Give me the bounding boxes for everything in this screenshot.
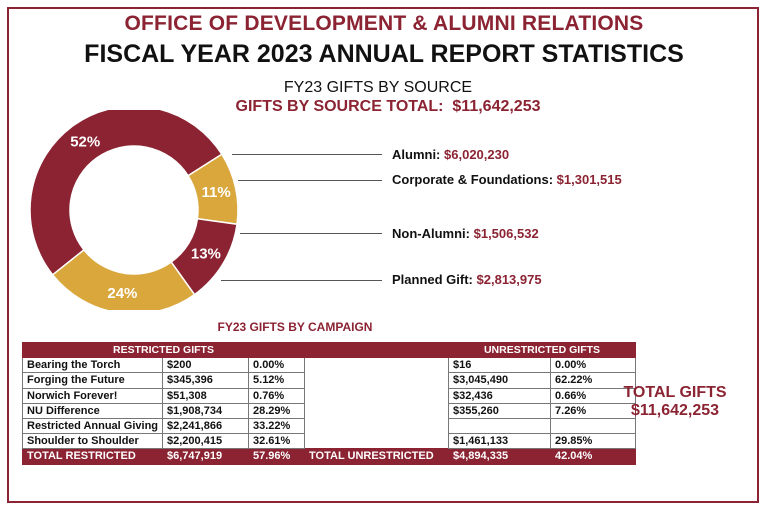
restricted-pct: 0.00% (248, 357, 306, 374)
campaign-name: Forging the Future (21, 372, 164, 389)
donut-chart: 52% 11% 13% 24% (29, 110, 239, 310)
leader-line-planned (221, 280, 382, 281)
table-row: Restricted Annual Giving $2,241,866 33.2… (21, 417, 637, 435)
table-row: Shoulder to Shoulder $2,200,415 32.61% $… (21, 433, 637, 450)
leader-line-corporate (238, 180, 382, 181)
unrestricted-pct: 7.26% (550, 402, 637, 419)
blank-cell (304, 403, 450, 419)
table-header-row: RESTRICTED GIFTS UNRESTRICTED GIFTS (21, 341, 637, 359)
restricted-amount: $1,908,734 (162, 402, 250, 419)
total-restricted-amount: $6,747,919 (162, 448, 250, 465)
slice-percent-label-1: 11% (201, 184, 230, 201)
unrestricted-amount: $32,436 (448, 387, 552, 404)
table-row: Forging the Future $345,396 5.12% $3,045… (21, 372, 637, 389)
campaign-name: NU Difference (21, 402, 164, 419)
total-unrestricted-label: TOTAL UNRESTRICTED (304, 448, 450, 465)
unrestricted-amount: $1,461,133 (448, 433, 552, 450)
table-row: Bearing the Torch $200 0.00% $16 0.00% (21, 357, 637, 374)
gifts-by-source-heading: FY23 GIFTS BY SOURCE (283, 79, 473, 96)
table-row: Norwich Forever! $51,308 0.76% $32,436 0… (21, 387, 637, 404)
slice-percent-label-0: 52% (70, 134, 100, 151)
campaign-table: RESTRICTED GIFTS UNRESTRICTED GIFTS Bear… (21, 341, 637, 465)
gifts-by-source-total: GIFTS BY SOURCE TOTAL: $11,642,253 (188, 98, 588, 116)
donut-slice-3 (51, 248, 196, 310)
blank-cell (304, 433, 450, 449)
legend-value: $1,506,532 (473, 226, 539, 241)
unrestricted-amount: $355,260 (448, 402, 552, 419)
donut-slice-0 (29, 110, 223, 276)
restricted-pct: 33.22% (248, 417, 306, 435)
page-border (7, 7, 759, 503)
header-spacer (304, 341, 450, 359)
restricted-amount: $345,396 (162, 372, 250, 389)
total-unrestricted-amount: $4,894,335 (448, 448, 552, 465)
gifts-total-value: $11,642,253 (452, 98, 541, 115)
unrestricted-pct: 29.85% (550, 433, 637, 450)
restricted-header: RESTRICTED GIFTS (21, 341, 306, 359)
legend-alumni: Alumni: $6,020,230 (392, 147, 509, 162)
unrestricted-amount (448, 417, 552, 435)
unrestricted-amount: $3,045,490 (448, 372, 552, 389)
legend-value: $1,301,515 (556, 172, 622, 187)
table-row: NU Difference $1,908,734 28.29% $355,260… (21, 402, 637, 419)
blank-cell (304, 357, 450, 373)
campaign-name: Restricted Annual Giving (21, 417, 164, 435)
campaign-name: Shoulder to Shoulder (21, 433, 164, 450)
total-restricted-pct: 57.96% (248, 448, 306, 465)
leader-line-alumni (232, 154, 382, 155)
leader-line-non-alumni (240, 233, 382, 234)
total-gifts-label: TOTAL GIFTS (623, 384, 727, 401)
campaign-name: Bearing the Torch (21, 357, 164, 374)
restricted-amount: $2,200,415 (162, 433, 250, 450)
report-title: FISCAL YEAR 2023 ANNUAL REPORT STATISTIC… (84, 40, 684, 68)
legend-label: Non-Alumni: (392, 226, 470, 241)
table-total-row: TOTAL RESTRICTED $6,747,919 57.96% TOTAL… (21, 448, 637, 465)
unrestricted-pct: 0.00% (550, 357, 637, 374)
restricted-pct: 32.61% (248, 433, 306, 450)
unrestricted-pct (550, 417, 637, 435)
slice-percent-label-2: 13% (191, 245, 221, 262)
blank-cell (304, 388, 450, 404)
gifts-total-label: GIFTS BY SOURCE TOTAL: (235, 98, 444, 115)
unrestricted-amount: $16 (448, 357, 552, 374)
campaign-name: Norwich Forever! (21, 387, 164, 404)
restricted-pct: 28.29% (248, 402, 306, 419)
office-title: OFFICE OF DEVELOPMENT & ALUMNI RELATIONS (124, 12, 644, 35)
restricted-amount: $200 (162, 357, 250, 374)
restricted-pct: 5.12% (248, 372, 306, 389)
total-unrestricted-pct: 42.04% (550, 448, 637, 465)
total-gifts-value: $11,642,253 (630, 402, 720, 419)
unrestricted-pct: 0.66% (550, 387, 637, 404)
legend-label: Corporate & Foundations: (392, 172, 554, 187)
legend-value: $6,020,230 (444, 147, 510, 162)
slice-percent-label-3: 24% (107, 285, 137, 302)
restricted-amount: $51,308 (162, 387, 250, 404)
legend-label: Planned Gift: (392, 272, 473, 287)
legend-planned: Planned Gift: $2,813,975 (392, 272, 542, 287)
campaign-heading: FY23 GIFTS BY CAMPAIGN (217, 320, 373, 334)
restricted-pct: 0.76% (248, 387, 306, 404)
legend-label: Alumni: (392, 147, 441, 162)
legend-corporate: Corporate & Foundations: $1,301,515 (392, 172, 622, 187)
legend-non-alumni: Non-Alumni: $1,506,532 (392, 226, 539, 241)
total-restricted-label: TOTAL RESTRICTED (21, 448, 164, 465)
unrestricted-header: UNRESTRICTED GIFTS (448, 341, 637, 359)
blank-cell (304, 372, 450, 389)
restricted-amount: $2,241,866 (162, 417, 250, 435)
blank-cell (304, 418, 450, 434)
legend-value: $2,813,975 (476, 272, 542, 287)
